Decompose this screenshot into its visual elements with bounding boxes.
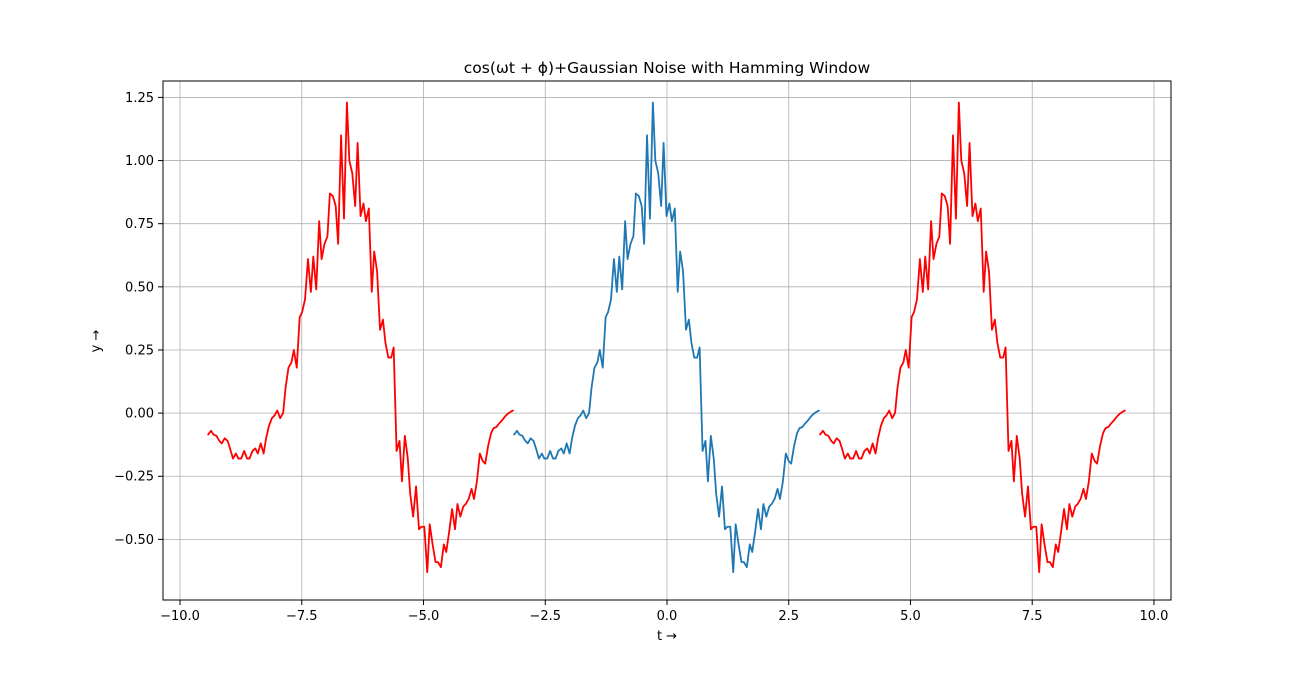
series-layer: [207, 101, 1126, 574]
series-line-1: [513, 101, 820, 574]
x-tick-label: 7.5: [1022, 609, 1043, 624]
x-tick-label: −2.5: [529, 609, 561, 624]
grid-layer: [163, 81, 1171, 600]
y-tick-label: −0.50: [114, 533, 154, 548]
x-tick-label: −5.0: [408, 609, 440, 624]
y-tick-label: 1.00: [125, 154, 154, 169]
y-tick-label: 0.50: [125, 280, 154, 295]
y-tick-label: 0.00: [125, 407, 154, 422]
y-tick-label: 1.25: [125, 91, 154, 106]
y-tick-label: −0.25: [114, 470, 154, 485]
x-axis-label: t →: [657, 629, 677, 644]
x-tick-label: 0.0: [657, 609, 678, 624]
chart-title: cos(ωt + ϕ)+Gaussian Noise with Hamming …: [464, 59, 871, 77]
y-axis-label: y →: [89, 330, 104, 353]
tick-layer: −10.0 −7.5 −5.0 −2.5 0.0 2.5 5.0 7.5 10.0 −0.50 −0…: [114, 91, 1168, 624]
x-tick-label: 5.0: [900, 609, 921, 624]
y-tick-label: 0.75: [125, 217, 154, 232]
x-tick-label: −10.0: [160, 609, 200, 624]
x-tick-label: −7.5: [286, 609, 318, 624]
series-line-2: [819, 101, 1126, 574]
y-tick-label: 0.25: [125, 343, 154, 358]
x-tick-label: 2.5: [778, 609, 799, 624]
series-line-0: [207, 101, 514, 574]
x-tick-label: 10.0: [1139, 609, 1168, 624]
